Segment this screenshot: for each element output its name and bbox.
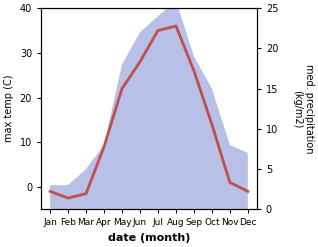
Y-axis label: max temp (C): max temp (C) <box>4 75 14 143</box>
X-axis label: date (month): date (month) <box>108 233 190 243</box>
Y-axis label: med. precipitation
(kg/m2): med. precipitation (kg/m2) <box>292 64 314 153</box>
